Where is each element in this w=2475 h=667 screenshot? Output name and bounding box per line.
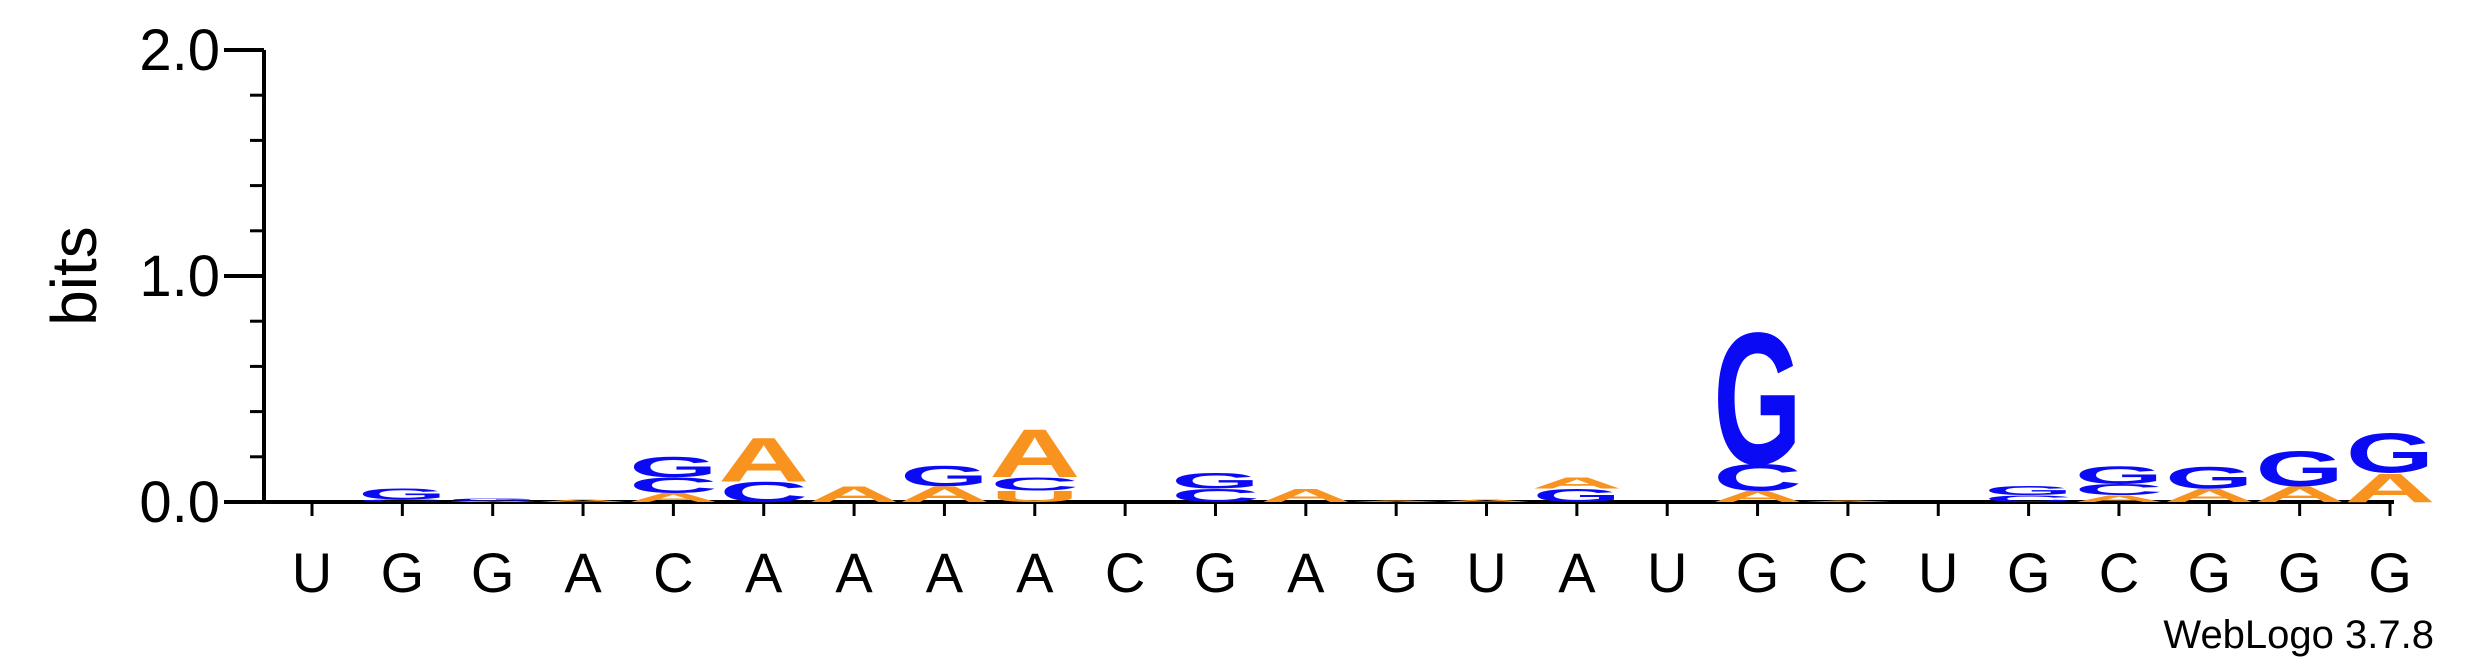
logo-letter-U: U bbox=[990, 488, 1079, 506]
logo-letter-G: G bbox=[1171, 469, 1259, 493]
x-tick-label: A bbox=[835, 541, 873, 604]
logo-letter-A: A bbox=[808, 482, 899, 506]
logo-letter-G: G bbox=[900, 461, 988, 493]
y-tick-label: 1.0 bbox=[139, 244, 220, 309]
logo-letter-G: G bbox=[449, 498, 537, 502]
logo-letter-C: C bbox=[719, 476, 808, 508]
x-tick-label: A bbox=[1558, 541, 1596, 604]
x-tick-label: C bbox=[1105, 541, 1145, 604]
weblogo-credit: WebLogo 3.7.8 bbox=[2163, 613, 2434, 657]
logo-letter-A: A bbox=[628, 491, 719, 505]
x-tick-label: U bbox=[1466, 541, 1506, 604]
x-tick-label: U bbox=[292, 541, 332, 604]
logo-letter-C: C bbox=[990, 474, 1079, 495]
logo-letter-G: G bbox=[1713, 293, 1801, 504]
x-tick-label: C bbox=[2099, 541, 2139, 604]
logo-letter-G: G bbox=[2346, 422, 2434, 485]
y-minor-ticks bbox=[250, 93, 264, 459]
y-ticks: 0.0 1.0 2.0 bbox=[139, 18, 264, 535]
logo-letter-A: A bbox=[2073, 494, 2164, 504]
x-tick-label: A bbox=[1016, 541, 1054, 604]
logo-letter-A: A bbox=[718, 426, 809, 496]
x-tick-label: A bbox=[926, 541, 964, 604]
axes bbox=[262, 50, 2394, 504]
logo-letter-C: C bbox=[1984, 494, 2073, 504]
x-tick-label: G bbox=[381, 541, 425, 604]
logo-letter-C: C bbox=[358, 499, 447, 503]
logo-letter-G: G bbox=[1533, 485, 1621, 506]
logo-letter-A: A bbox=[2164, 485, 2255, 506]
x-tick-label: G bbox=[1194, 541, 1238, 604]
logo-letter-C: C bbox=[2075, 481, 2164, 499]
x-tick-label: G bbox=[1736, 541, 1780, 604]
x-tick-label: G bbox=[2278, 541, 2322, 604]
x-tick-label: A bbox=[745, 541, 783, 604]
x-tick-label: C bbox=[653, 541, 693, 604]
x-tick-label: A bbox=[1287, 541, 1325, 604]
logo-letter-C: C bbox=[629, 473, 718, 498]
x-tick-label: U bbox=[1918, 541, 1958, 604]
x-tick-label: G bbox=[2007, 541, 2051, 604]
logo-letter-A: A bbox=[2344, 465, 2435, 511]
logo-letter-G: G bbox=[1984, 484, 2072, 498]
logo-letter-A: A bbox=[447, 501, 538, 503]
logo-letter-A: A bbox=[1260, 485, 1351, 506]
logo-letter-G: G bbox=[358, 486, 446, 503]
logo-letter-G: G bbox=[2165, 460, 2253, 495]
logo-letter-A: A bbox=[1802, 501, 1893, 503]
logo-letter-A: A bbox=[1441, 499, 1532, 503]
logo-letter-A: A bbox=[537, 499, 628, 503]
x-tick-label: A bbox=[564, 541, 602, 604]
logo-letter-A: A bbox=[1712, 488, 1803, 506]
logo-letter-A: A bbox=[1351, 501, 1442, 503]
logo-letter-C: C bbox=[1713, 457, 1802, 499]
x-tick-label: U bbox=[1647, 541, 1687, 604]
x-tick-label: G bbox=[2368, 541, 2412, 604]
logo-letter-G: G bbox=[2255, 441, 2343, 497]
logo-letter-A: A bbox=[1531, 474, 1622, 492]
x-tick-label: G bbox=[1374, 541, 1418, 604]
y-tick-label: 0.0 bbox=[139, 470, 220, 535]
logo-letter-G: G bbox=[629, 452, 717, 484]
x-tick-label: C bbox=[1828, 541, 1868, 604]
logo-letter-G: G bbox=[2075, 462, 2163, 490]
logo-letter-A: A bbox=[899, 482, 990, 506]
x-tick-label: G bbox=[471, 541, 515, 604]
logo-letter-A: A bbox=[2254, 482, 2345, 506]
y-axis-label: bits bbox=[38, 226, 110, 326]
logo-letter-A: A bbox=[989, 415, 1080, 492]
logo-letter-C: C bbox=[1171, 485, 1260, 506]
x-tick-label: G bbox=[2188, 541, 2232, 604]
y-tick-label: 2.0 bbox=[139, 18, 220, 83]
